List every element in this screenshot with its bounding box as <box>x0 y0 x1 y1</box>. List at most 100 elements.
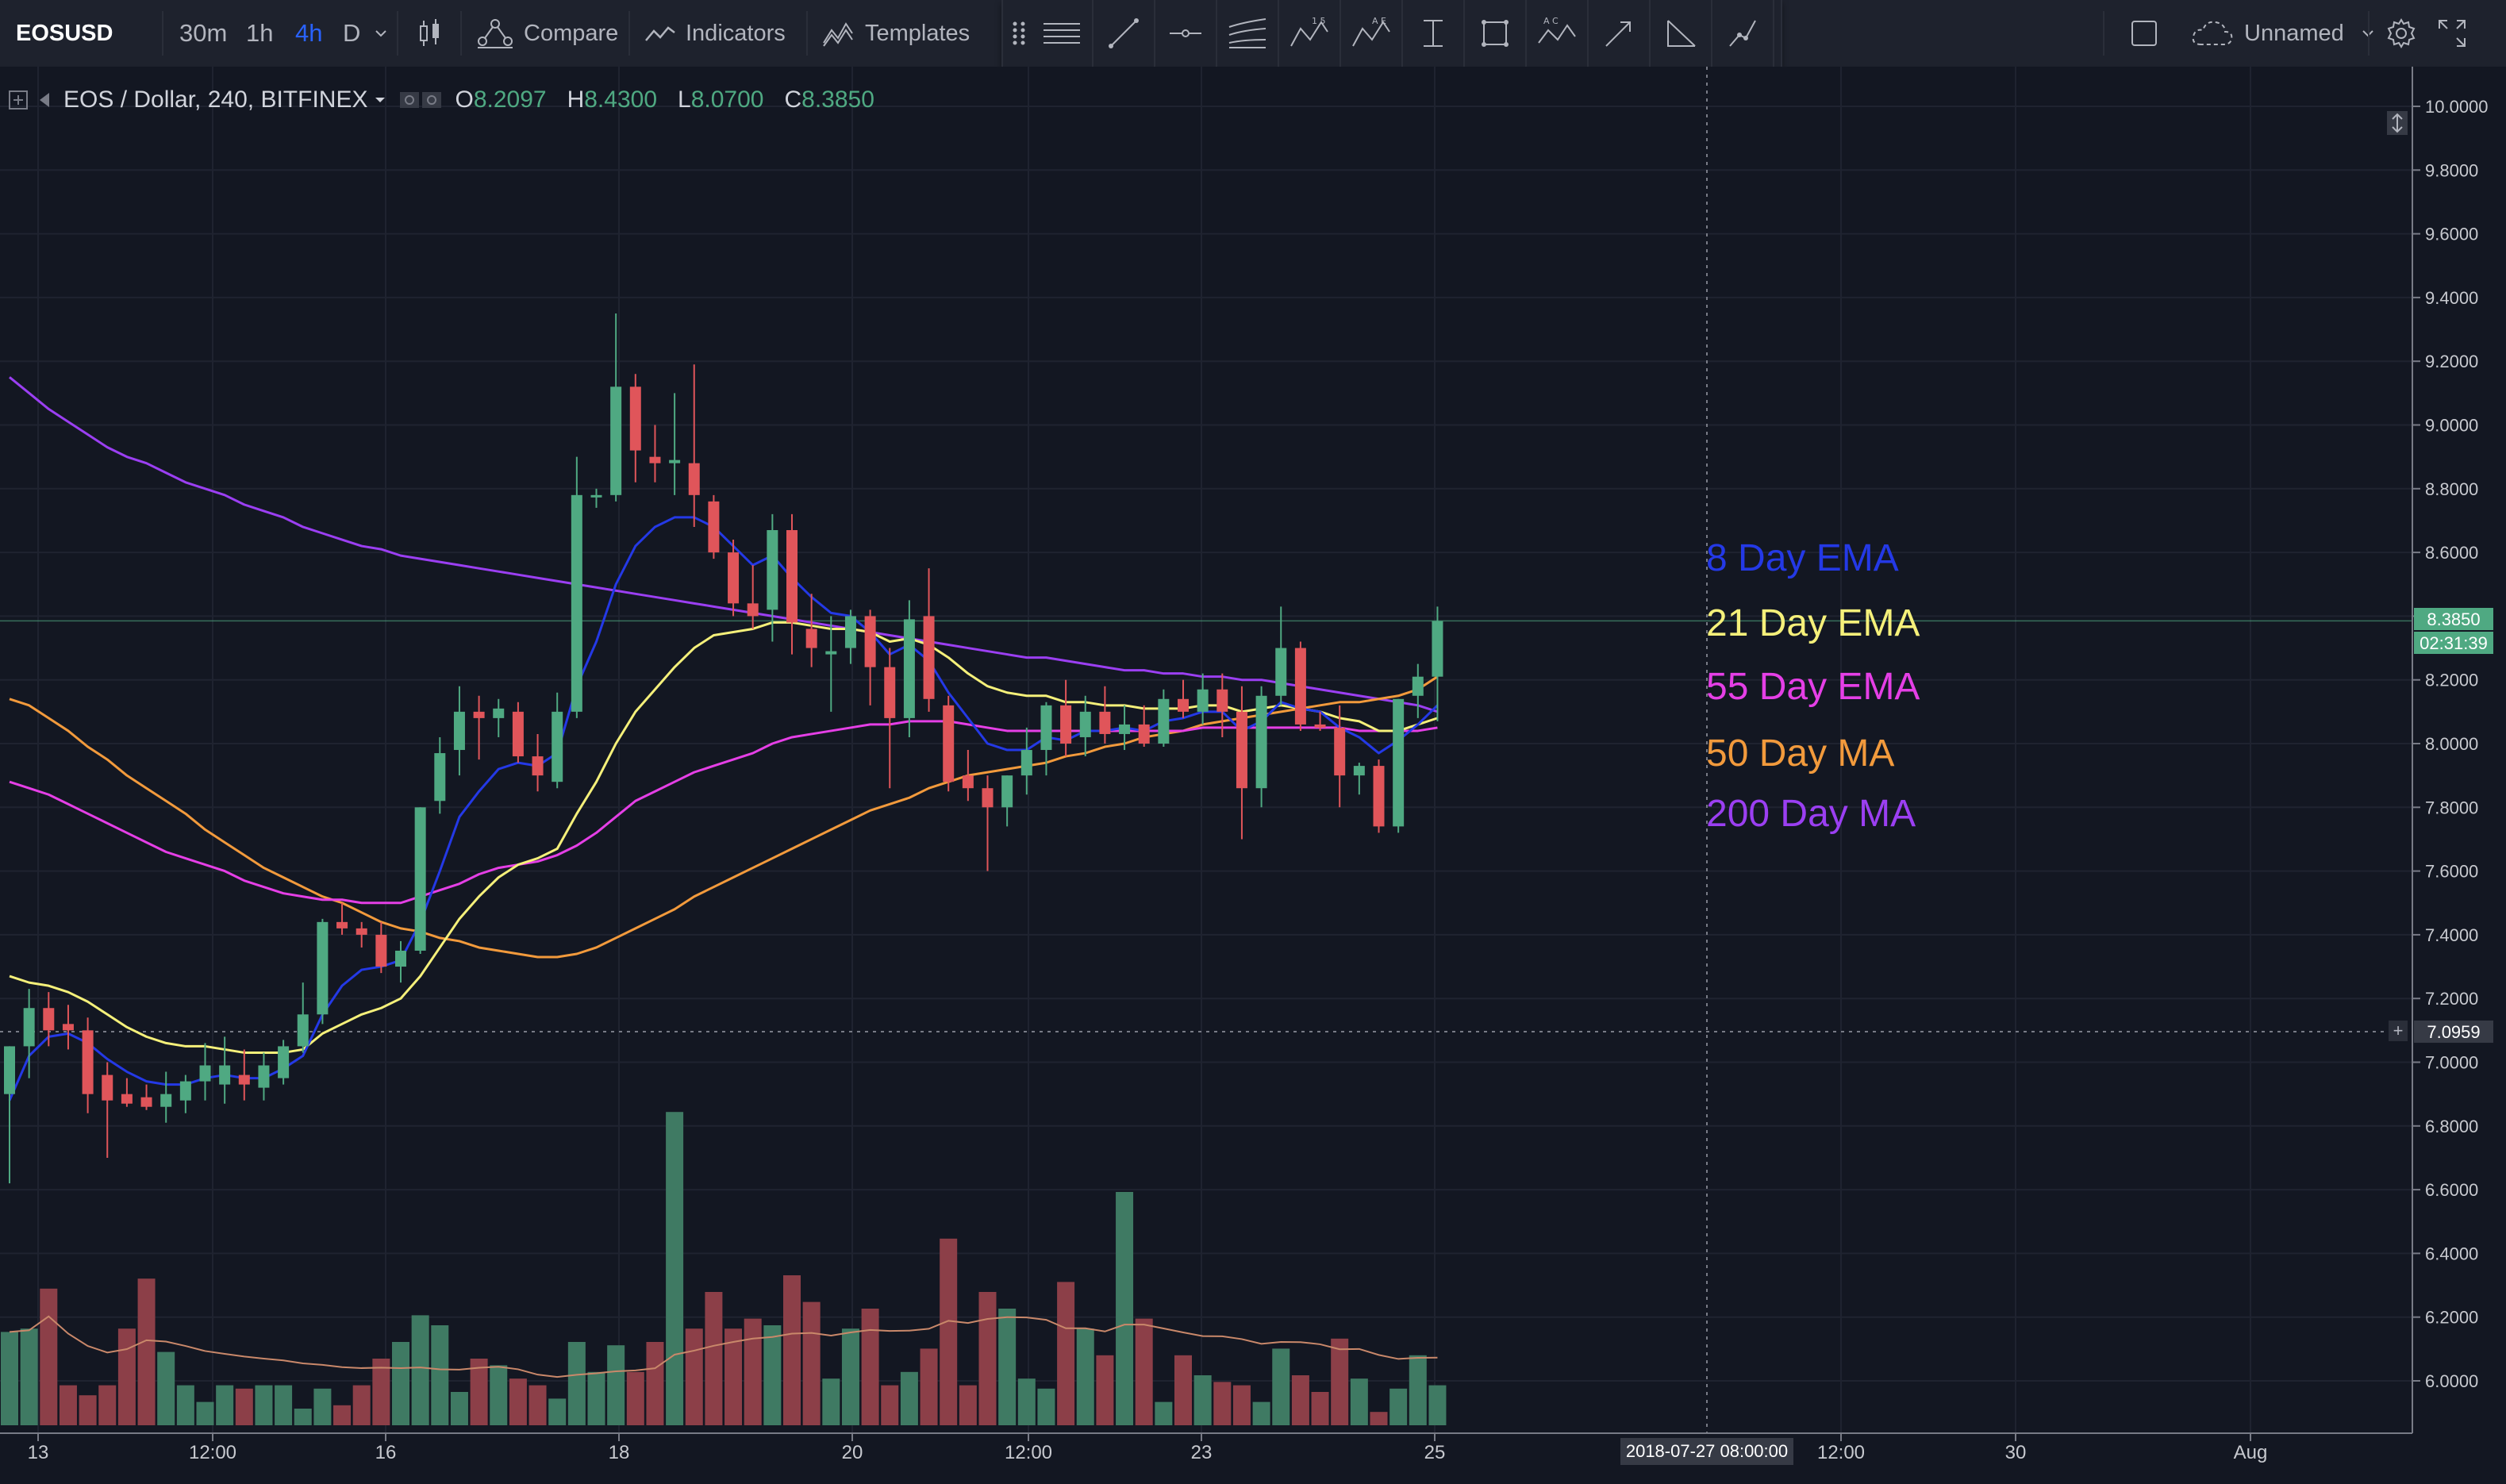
time-tick-label: 13 <box>28 1442 49 1463</box>
symbol-flag-icon <box>40 93 49 107</box>
visibility-toggle-icon[interactable] <box>399 90 444 110</box>
candle-body <box>317 921 329 1015</box>
volume-bar <box>1017 1378 1036 1425</box>
scale-settings-icon[interactable] <box>2387 111 2408 135</box>
abc-pattern-tool[interactable]: A C <box>1527 0 1589 67</box>
candle-body <box>825 651 837 655</box>
volume-bar <box>1193 1375 1212 1425</box>
candle <box>669 393 681 495</box>
symbol-search-button[interactable]: EOSUSD <box>16 20 113 46</box>
layout-name: Unnamed <box>2244 20 2344 46</box>
volume-bar <box>20 1328 38 1425</box>
interval-4h-button[interactable]: 4h <box>295 19 323 47</box>
candle-body <box>962 775 974 789</box>
volume-bar <box>79 1395 97 1425</box>
time-tick-label: 25 <box>1424 1442 1446 1463</box>
trend-line-tool[interactable] <box>1093 0 1155 67</box>
time-axis[interactable]: 13 12:00 16 18 20 12:00 23 25 12:00 30 Aug <box>28 1433 2268 1463</box>
compare-button[interactable]: Compare <box>476 0 618 67</box>
interval-d-button[interactable]: D <box>343 19 361 47</box>
expand-button[interactable] <box>2436 0 2468 67</box>
candle <box>728 540 740 617</box>
settings-button[interactable] <box>2385 0 2417 67</box>
candle-body <box>43 1008 55 1031</box>
candle-body <box>102 1075 113 1101</box>
high-value: 8.4300 <box>584 87 658 113</box>
crosshair-plus-button[interactable] <box>2389 1021 2408 1041</box>
interval-1h-button[interactable]: 1h <box>246 19 274 47</box>
cursor-text-icon <box>1424 20 1443 47</box>
save-layout-button[interactable]: Unnamed <box>2190 0 2376 67</box>
price-tick-label: 6.2000 <box>2425 1308 2478 1328</box>
candle <box>884 648 896 789</box>
collapse-legend-icon[interactable] <box>8 90 29 110</box>
candle <box>805 594 817 667</box>
interval-30m-button[interactable]: 30m <box>179 19 228 47</box>
volume-bar <box>1428 1385 1447 1425</box>
volume-bar <box>1155 1401 1173 1425</box>
volume-bar <box>725 1328 743 1425</box>
elliott-wave-tool[interactable]: A E <box>1341 0 1403 67</box>
chevron-down-icon[interactable] <box>374 94 386 106</box>
volume-bar <box>392 1342 409 1425</box>
candle-body <box>1334 727 1346 776</box>
candle-body <box>943 705 955 782</box>
volume-bar <box>1331 1338 1349 1425</box>
series-title[interactable]: EOS / Dollar, 240, BITFINEX <box>63 87 368 113</box>
rectangle-tool[interactable] <box>1465 0 1527 67</box>
candle <box>552 692 563 789</box>
price-axis[interactable]: 10.0000 9.8000 9.6000 9.4000 9.2000 9.0000 8.8… <box>2412 97 2489 1391</box>
horizontal-ray-tool[interactable] <box>1155 0 1217 67</box>
price-tick-label: 8.6000 <box>2425 543 2478 563</box>
candle-body <box>610 386 622 495</box>
volume-bar <box>841 1328 859 1425</box>
price-tick-label: 8.2000 <box>2425 671 2478 690</box>
price-tick-label: 9.4000 <box>2425 288 2478 308</box>
candle <box>414 807 426 954</box>
candle <box>1353 763 1365 795</box>
chart-type-button[interactable] <box>416 0 444 67</box>
candle <box>1236 686 1247 840</box>
crosshair-time-label: 2018-07-27 08:00:00 <box>1626 1441 1788 1461</box>
volume-bar <box>567 1342 586 1425</box>
svg-text:1 5: 1 5 <box>1312 16 1326 26</box>
candle-body <box>728 552 740 604</box>
abcd-wave-tool[interactable]: 1 5 <box>1279 0 1341 67</box>
candle <box>317 918 329 1025</box>
candle-body <box>884 667 896 718</box>
volume-bar <box>40 1288 58 1425</box>
ma50-label: 50 Day MA <box>1706 732 1895 775</box>
pitchfork-tool[interactable] <box>1217 0 1279 67</box>
candle-body <box>160 1094 172 1107</box>
compare-label: Compare <box>524 20 619 46</box>
cloud-icon <box>2192 21 2233 45</box>
candle-body <box>1275 648 1287 696</box>
volume-bar <box>881 1385 899 1425</box>
interval-dropdown-button[interactable] <box>373 0 389 67</box>
candle <box>140 1084 152 1110</box>
fib-channel-tool[interactable] <box>1032 0 1093 67</box>
candle-body <box>1412 676 1424 696</box>
candle <box>1255 686 1267 808</box>
candle <box>473 695 485 760</box>
candle <box>629 374 641 482</box>
volume-bar <box>1096 1355 1114 1425</box>
price-tick-label: 7.2000 <box>2425 989 2478 1009</box>
volume-bar <box>255 1385 273 1425</box>
candle-body <box>140 1097 152 1107</box>
price-tick-label: 10.0000 <box>2425 97 2489 117</box>
arrow-tool[interactable] <box>1589 0 1651 67</box>
chevron-down-icon <box>2362 30 2373 37</box>
volume-ma-path <box>9 1315 1438 1378</box>
templates-button[interactable]: Templates <box>822 0 970 67</box>
chevron-down-icon <box>375 30 386 37</box>
path-tool[interactable] <box>1712 0 1774 67</box>
price-chart[interactable]: 10.0000 9.8000 9.6000 9.4000 9.2000 9.0000 8.8… <box>0 67 2506 1484</box>
fullscreen-mode-button[interactable] <box>2130 0 2158 67</box>
cursor-text-tool[interactable] <box>1403 0 1465 67</box>
time-tick-label: 12:00 <box>189 1442 236 1463</box>
grip-icon[interactable] <box>1011 19 1027 48</box>
volume-bar <box>685 1328 703 1425</box>
indicators-button[interactable]: Indicators <box>644 0 786 67</box>
angle-tool[interactable] <box>1651 0 1712 67</box>
